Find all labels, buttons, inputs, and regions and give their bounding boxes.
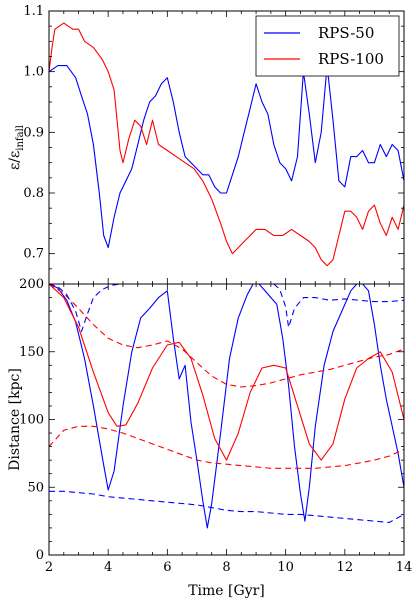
legend: RPS-50 RPS-100 — [255, 15, 400, 77]
x-axis-title: Time [Gyr] — [188, 583, 265, 599]
x-tick-label: 10 — [277, 560, 294, 575]
x-tick-label: 6 — [163, 560, 171, 575]
x-tick-label: 12 — [337, 560, 354, 575]
bottom-y-tick-label: 200 — [19, 277, 44, 292]
legend-label-rps-50: RPS-50 — [318, 24, 374, 42]
top-y-tick-label: 1.0 — [23, 65, 44, 80]
x-tick-label: 2 — [45, 560, 53, 575]
bottom-series-6-dashed — [273, 284, 404, 328]
legend-box — [255, 15, 400, 77]
x-tick-label: 14 — [396, 560, 413, 575]
x-tick-label: 8 — [222, 560, 230, 575]
top-y-tick-label: 0.8 — [23, 186, 44, 201]
legend-label-rps-100: RPS-100 — [318, 50, 384, 68]
bottom-series-5-dashed — [49, 284, 121, 332]
bottom-y-tick-label: 100 — [19, 413, 44, 428]
bottom-series-0-solid — [49, 284, 404, 529]
top-series-1-solid — [49, 22, 404, 267]
top-y-axis-title: ε/εinfall — [7, 125, 26, 170]
x-tick-label: 4 — [104, 560, 112, 575]
bottom-series-2-solid — [49, 284, 404, 461]
top-y-tick-label: 0.7 — [23, 247, 44, 262]
bottom-y-tick-label: 50 — [27, 480, 44, 495]
top-series-0-solid — [49, 65, 404, 249]
bottom-y-tick-label: 0 — [36, 548, 44, 563]
bottom-y-tick-label: 150 — [19, 345, 44, 360]
bottom-y-axis-title: Distance [kpc] — [7, 368, 23, 471]
top-y-tick-label: 0.9 — [23, 125, 44, 140]
bottom-series-4-dashed — [49, 284, 404, 388]
top-y-tick-label: 1.1 — [23, 4, 44, 19]
bottom-series-3-dashed — [49, 425, 404, 469]
